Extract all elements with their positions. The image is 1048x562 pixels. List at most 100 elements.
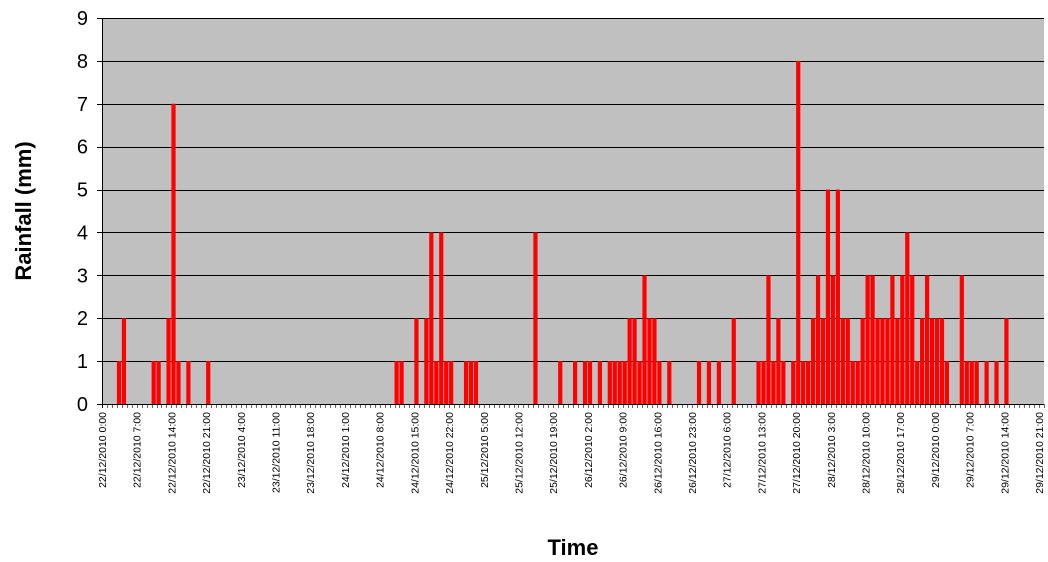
x-tick-label: 27/12/2010 6:00 [722,412,734,488]
grid-lines [102,18,1044,362]
x-tick-label: 26/12/2010 23:00 [687,412,699,494]
x-tick-label: 27/12/2010 13:00 [756,412,768,494]
rainfall-bar [1004,318,1009,404]
rainfall-bar [791,361,796,404]
rainfall-bar [468,361,474,404]
rainfall-bar [756,361,761,404]
rainfall-bar [399,361,404,404]
rainfall-bar [929,318,935,404]
rainfall-bar [796,60,801,405]
rainfall-bar [885,318,890,404]
y-tick-label: 6 [77,137,88,159]
y-tick-label: 8 [77,51,88,73]
x-tick-label: 23/12/2010 18:00 [305,412,317,494]
rainfall-bar [835,189,840,404]
rainfall-bar [463,361,469,404]
rainfall-bar [573,361,578,404]
rainfall-bar [830,275,836,404]
rainfall-bar [186,361,191,404]
x-tick-label: 26/12/2010 2:00 [583,412,595,488]
y-tick-label: 0 [77,394,88,416]
x-tick-label: 22/12/2010 14:00 [166,412,178,494]
rainfall-bar [934,318,940,404]
rainfall-bar [667,361,672,404]
x-tick-label: 24/12/2010 1:00 [340,412,352,488]
rainfall-bar [612,361,617,404]
x-tick-label: 22/12/2010 0:00 [97,412,109,488]
rainfall-bar [944,361,950,404]
rainfall-bar [632,318,637,404]
rainfall-bar [915,361,920,404]
y-tick-label: 3 [77,265,88,287]
y-axis-title: Rainfall (mm) [11,141,36,280]
rainfall-bar [731,318,736,404]
rainfall-bar [939,318,945,404]
rainfall-bar [647,318,652,404]
rainfall-bar [810,318,816,404]
x-tick-label: 24/12/2010 8:00 [375,412,387,488]
rainfall-bar [439,232,444,404]
rainfall-bar [895,318,900,404]
rainfall-bar [865,275,870,404]
y-tick-label: 2 [77,308,88,330]
rainfall-bar [910,275,915,404]
rainfall-bar [116,361,122,404]
rainfall-bar [657,361,662,404]
rainfall-bar [582,361,588,404]
rainfall-bar [121,318,127,404]
rainfall-bar [850,361,855,404]
rainfall-bar [815,275,821,404]
x-tick-label: 26/12/2010 16:00 [652,412,664,494]
bars [116,60,1009,405]
rainfall-bar [875,318,880,404]
rainfall-bar [959,275,964,404]
rainfall-bar [607,361,612,404]
rainfall-bar [424,318,429,404]
rainfall-bar [845,318,850,404]
y-tick-labels: 0 1 2 3 4 5 6 7 8 9 [77,8,88,416]
x-tick-label: 28/12/2010 3:00 [826,412,838,488]
rainfall-bar [206,361,211,404]
rainfall-bar [761,361,766,404]
rainfall-bar [974,361,979,404]
rainfall-bar [771,361,776,404]
rainfall-bar [156,361,161,404]
x-tick-label: 22/12/2010 21:00 [201,412,213,494]
rainfall-bar [558,361,563,404]
rainfall-bar [716,361,721,404]
x-tick-label: 28/12/2010 10:00 [861,412,873,494]
rainfall-bar [622,361,627,404]
rainfall-bar [890,275,895,404]
rainfall-bar [429,232,434,404]
x-tick-label: 29/12/2010 0:00 [930,412,942,488]
x-tick-label: 22/12/2010 7:00 [132,412,144,488]
x-tick-label: 26/12/2010 9:00 [618,412,630,488]
rainfall-bar [652,318,657,404]
rainfall-bar [969,361,974,404]
rainfall-bar [920,318,925,404]
x-tick-label: 29/12/2010 14:00 [999,412,1011,494]
y-tick-label: 4 [77,222,88,244]
x-tick-label: 25/12/2010 12:00 [513,412,525,494]
axes [97,18,1045,408]
rainfall-bar [414,318,419,404]
rainfall-bar [984,361,989,404]
rainfall-bar [825,189,831,404]
x-tick-label: 25/12/2010 5:00 [479,412,491,488]
rainfall-bar [766,275,771,404]
rainfall-bar [781,361,786,404]
rainfall-bar [597,361,603,404]
rainfall-bar [994,361,999,404]
rainfall-bar [394,361,399,404]
rainfall-bar [449,361,454,404]
x-axis-title: Time [548,535,599,560]
rainfall-bar [900,275,905,404]
rainfall-bar [925,275,930,404]
rainfall-bar [617,361,622,404]
x-tick-label: 24/12/2010 15:00 [409,412,421,494]
rainfall-bar [855,361,860,404]
rainfall-bar [905,232,910,404]
rainfall-bar [444,361,449,404]
rainfall-bar [806,361,811,404]
rainfall-bar [151,361,156,404]
